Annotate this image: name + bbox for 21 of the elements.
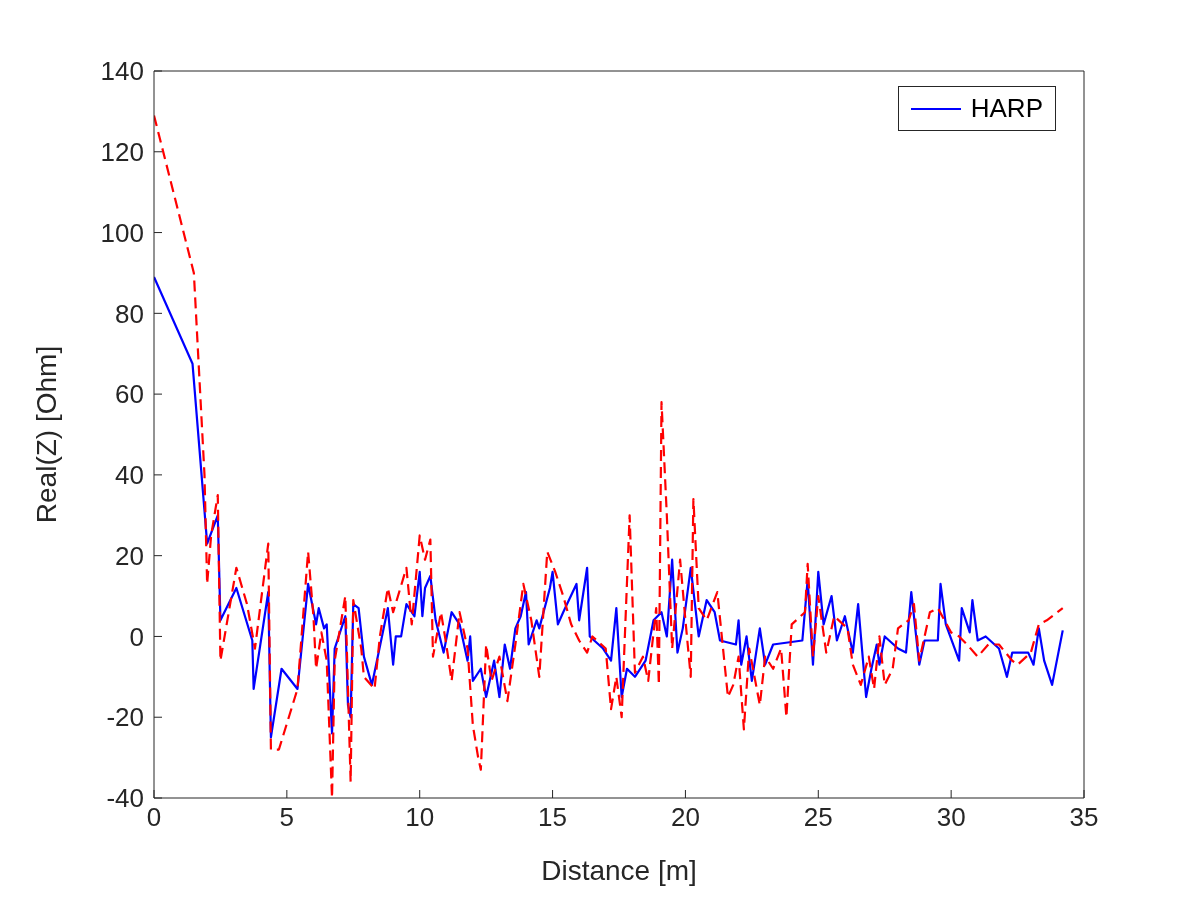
y-tick-label: 80 [115, 298, 144, 329]
y-tick-label: -40 [106, 783, 144, 814]
y-tick-label: 60 [115, 379, 144, 410]
y-tick-label: 140 [100, 56, 144, 87]
y-tick-label: 20 [115, 540, 144, 571]
line-series [154, 275, 1064, 739]
y-tick-label: 40 [115, 460, 144, 491]
x-tick-label: 20 [670, 802, 700, 833]
y-tick-label: 100 [100, 217, 144, 248]
x-tick-label: 25 [803, 802, 833, 833]
x-tick-label: 35 [1069, 802, 1099, 833]
x-axis-title: Distance [m] [541, 855, 697, 886]
y-tick-label: -20 [106, 702, 144, 733]
legend-label: HARP [970, 93, 1043, 124]
y-tick-label: 0 [129, 621, 144, 652]
y-axis-title: Real(Z) [Ohm] [30, 345, 62, 524]
x-tick-label: 30 [936, 802, 966, 833]
x-tick-label: 5 [279, 802, 295, 833]
y-tick-label: 120 [100, 137, 144, 168]
x-tick-label: 15 [538, 802, 568, 833]
x-tick-label: 10 [405, 802, 435, 833]
